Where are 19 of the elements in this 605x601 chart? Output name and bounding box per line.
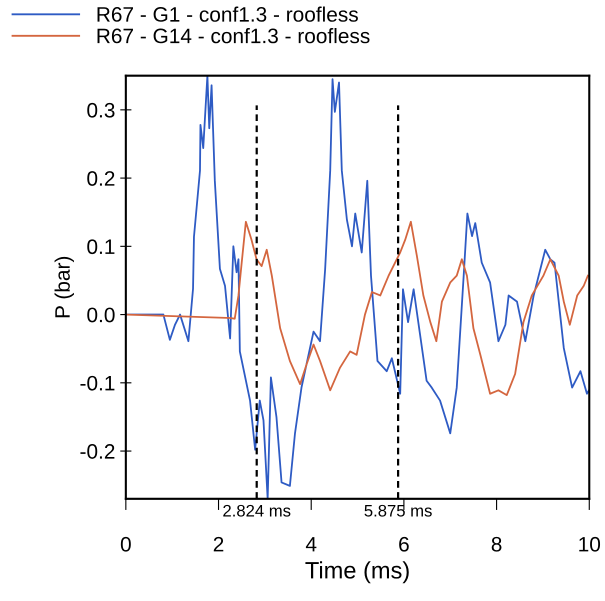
line-series (126, 220, 589, 396)
y-tick-label: 0.2 (87, 171, 114, 186)
x-tick-label: 0 (120, 536, 131, 552)
x-tick-label: 8 (492, 536, 502, 552)
y-axis-title: P (bar) (54, 256, 74, 318)
x-axis-title: Time (ms) (305, 561, 409, 584)
y-tick-label: -0.1 (80, 376, 114, 391)
legend-label: R67 - G1 - conf1.3 - roofless (98, 6, 358, 22)
x-tick-label: 4 (306, 537, 316, 552)
y-tick-label: 0.0 (87, 308, 115, 322)
y-tick-label: 0.1 (87, 239, 114, 254)
x-tick-label: 10 (579, 536, 600, 552)
ref-line-label: 5.875 ms (364, 504, 432, 517)
x-tick-label: 2 (214, 536, 224, 552)
y-tick-label: -0.2 (80, 444, 114, 459)
legend-label: R67 - G14 - conf1.3 - roofless (98, 28, 370, 44)
x-tick-label: 6 (399, 536, 409, 552)
ref-line-label: 2.824 ms (223, 504, 290, 517)
y-tick-label: 0.3 (87, 102, 115, 118)
